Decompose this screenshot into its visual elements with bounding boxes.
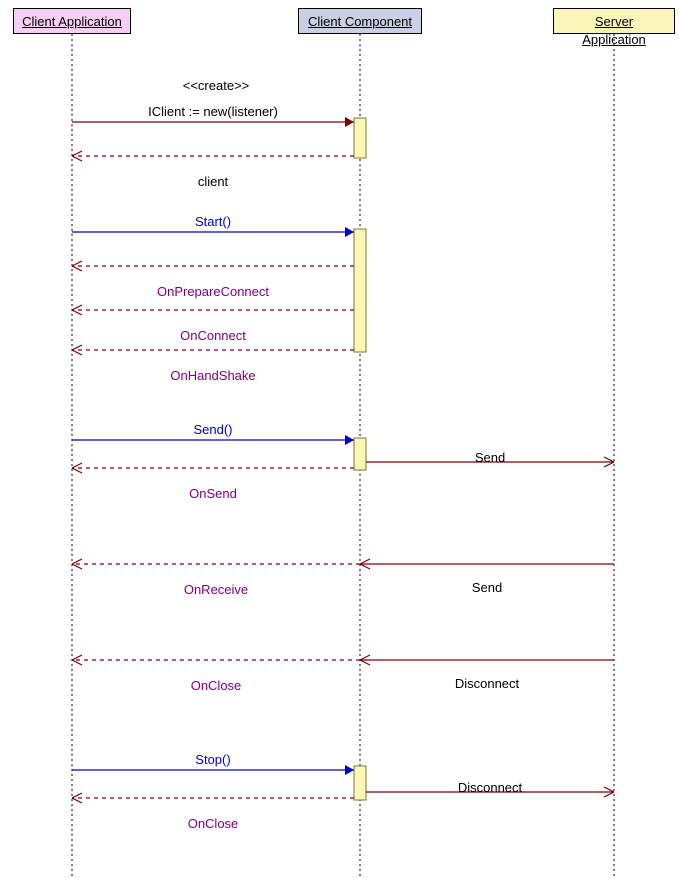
- message-label: client: [113, 174, 313, 189]
- message-label: Send: [390, 450, 590, 465]
- message-label: IClient := new(listener): [113, 104, 313, 119]
- message-label: <<create>>: [156, 78, 276, 93]
- participant-app: Client Application: [13, 8, 131, 34]
- sequence-diagram: Client Application Client Component Server…: [0, 0, 679, 878]
- message-label: Start(): [113, 214, 313, 229]
- message-label: Disconnect: [390, 780, 590, 795]
- message-label: OnConnect: [113, 328, 313, 343]
- diagram-svg: [0, 0, 679, 878]
- message-label: OnReceive: [116, 582, 316, 597]
- message-label: OnClose: [113, 816, 313, 831]
- participant-comp: Client Component: [298, 8, 422, 34]
- message-label: OnClose: [116, 678, 316, 693]
- message-label: Stop(): [113, 752, 313, 767]
- message-label: Send: [387, 580, 587, 595]
- message-label: Disconnect: [387, 676, 587, 691]
- message-label: Send(): [113, 422, 313, 437]
- message-label: OnSend: [113, 486, 313, 501]
- message-label: OnHandShake: [113, 368, 313, 383]
- participant-srv: Server Application: [553, 8, 675, 34]
- message-label: OnPrepareConnect: [113, 284, 313, 299]
